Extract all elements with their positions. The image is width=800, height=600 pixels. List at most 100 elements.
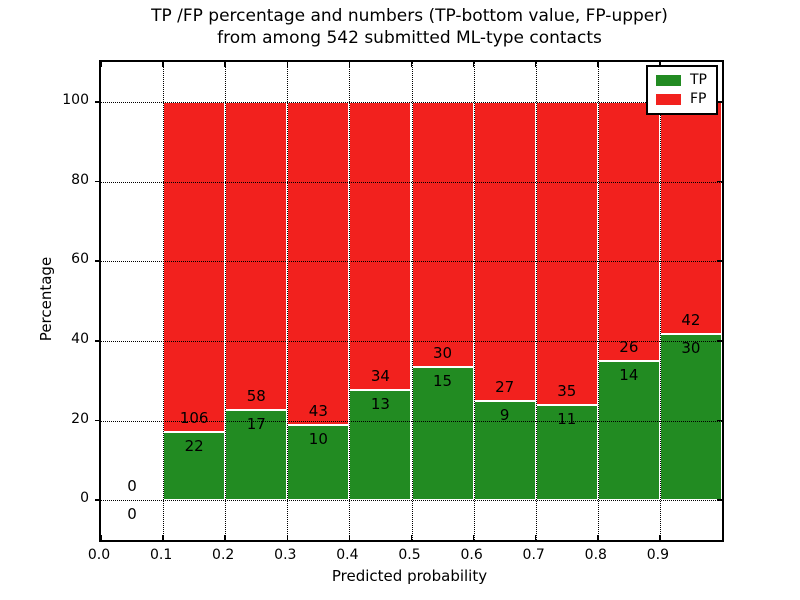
- x-tick-mark-top: [410, 62, 413, 67]
- x-tick-mark: [534, 535, 537, 540]
- v-gridline: [535, 62, 537, 540]
- y-tick-mark: [95, 260, 101, 262]
- plot-area: 0 0 106 22 58 17 43 10 34 13 30 15 27 9 35 11 26 14 42 30: [95, 60, 724, 542]
- tp-count-label: 17: [246, 414, 266, 433]
- x-tick-mark: [100, 535, 102, 540]
- x-tick-mark-top: [100, 62, 102, 67]
- v-gridline: [163, 62, 165, 540]
- chart-title: TP /FP percentage and numbers (TP-bottom…: [99, 5, 720, 49]
- x-tick-mark-top: [224, 62, 226, 67]
- tp-count-label: 9: [499, 405, 510, 424]
- tp-count-label: 15: [433, 372, 453, 391]
- x-tick-label: 0.0: [87, 547, 111, 563]
- tp-count-label: 0: [127, 505, 137, 524]
- fp-bar-segment: [597, 101, 660, 361]
- fp-bar-segment: [411, 101, 474, 368]
- x-axis-label: Predicted probability: [331, 567, 488, 585]
- y-tick-mark-right: [717, 499, 722, 501]
- x-tick-label: 0.8: [584, 547, 607, 563]
- tp-color-swatch: [656, 75, 681, 86]
- y-tick-mark-right: [717, 260, 722, 262]
- chart-title-line2: from among 542 submitted ML-type contact…: [217, 28, 602, 48]
- x-tick-mark-top: [534, 62, 537, 67]
- x-tick-mark-top: [659, 62, 661, 67]
- x-tick-mark-top: [162, 62, 164, 67]
- y-tick-mark-right: [717, 101, 722, 103]
- fp-count-label: 26: [619, 337, 639, 356]
- tp-count-label: 11: [557, 409, 577, 428]
- x-tick-mark-top: [286, 62, 289, 67]
- tp-count-label: 10: [308, 430, 328, 448]
- legend-label-tp: TP: [690, 72, 707, 88]
- v-gridline: [659, 62, 661, 540]
- fp-bar-segment: [535, 101, 598, 405]
- x-tick-mark: [659, 535, 661, 540]
- y-tick-mark: [95, 340, 101, 342]
- fp-bar-segment: [287, 101, 350, 425]
- fp-count-label: 30: [433, 344, 453, 363]
- legend: TP FP: [646, 65, 718, 115]
- x-tick-mark-top: [597, 62, 599, 67]
- tp-bar-segment: [225, 409, 288, 501]
- legend-item-fp: FP: [656, 91, 707, 108]
- v-gridline: [473, 62, 475, 540]
- x-tick-label: 0.9: [646, 547, 670, 563]
- tp-count-label: 30: [681, 339, 701, 358]
- fp-count-label: 0: [127, 477, 137, 496]
- x-tick-label: 0.3: [274, 547, 297, 563]
- y-tick-label: 80: [71, 171, 89, 188]
- fp-bar-segment: [473, 101, 536, 401]
- y-tick-mark: [95, 419, 101, 422]
- v-gridline: [411, 62, 413, 540]
- y-tick-label: 40: [71, 330, 89, 347]
- v-gridline: [225, 62, 227, 540]
- fp-bar-segment: [225, 101, 288, 410]
- x-tick-mark: [472, 535, 475, 540]
- x-tick-mark: [162, 535, 164, 540]
- x-tick-mark: [597, 535, 599, 540]
- fp-bar-segment: [349, 101, 412, 390]
- tp-count-label: 14: [619, 365, 639, 384]
- x-tick-mark: [224, 535, 226, 540]
- y-tick-label: 0: [80, 490, 89, 507]
- tp-bar-segment: [659, 334, 722, 501]
- tp-bar-segment: [473, 400, 536, 501]
- y-tick-label: 100: [62, 91, 89, 108]
- tp-bar-segment: [163, 431, 226, 501]
- x-tick-label: 0.6: [460, 547, 483, 563]
- y-tick-mark-right: [717, 419, 722, 422]
- legend-item-tp: TP: [656, 72, 707, 89]
- x-tick-mark: [286, 535, 289, 540]
- y-axis-label: Percentage: [37, 256, 55, 342]
- x-tick-label: 0.4: [336, 547, 359, 563]
- y-tick-mark: [95, 180, 101, 183]
- x-tick-label: 0.7: [522, 547, 545, 563]
- fp-count-label: 34: [370, 366, 390, 385]
- tp-count-label: 13: [370, 394, 390, 413]
- x-tick-label: 0.2: [212, 547, 235, 563]
- x-tick-label: 0.1: [149, 547, 173, 563]
- y-tick-mark-right: [717, 180, 722, 183]
- v-gridline: [597, 62, 599, 540]
- fp-count-label: 35: [557, 381, 577, 400]
- x-tick-mark-top: [348, 62, 351, 67]
- y-tick-mark-right: [717, 340, 722, 342]
- y-tick-label: 20: [71, 410, 89, 427]
- chart-title-line1: TP /FP percentage and numbers (TP-bottom…: [151, 6, 668, 26]
- x-tick-mark-top: [472, 62, 475, 67]
- fp-bar-segment: [163, 101, 226, 432]
- v-gridline: [287, 62, 289, 540]
- x-tick-mark: [348, 535, 351, 540]
- fp-color-swatch: [656, 94, 681, 105]
- tp-bar-segment: [597, 360, 660, 501]
- tp-count-label: 22: [184, 436, 204, 455]
- fp-bar-segment: [659, 101, 722, 335]
- tp-bar-segment: [349, 389, 412, 501]
- legend-label-fp: FP: [690, 91, 707, 107]
- fp-count-label: 58: [246, 386, 266, 405]
- x-tick-label: 0.5: [398, 547, 421, 563]
- v-gridline: [349, 62, 351, 540]
- y-tick-mark: [95, 499, 101, 501]
- fp-count-label: 43: [308, 402, 328, 420]
